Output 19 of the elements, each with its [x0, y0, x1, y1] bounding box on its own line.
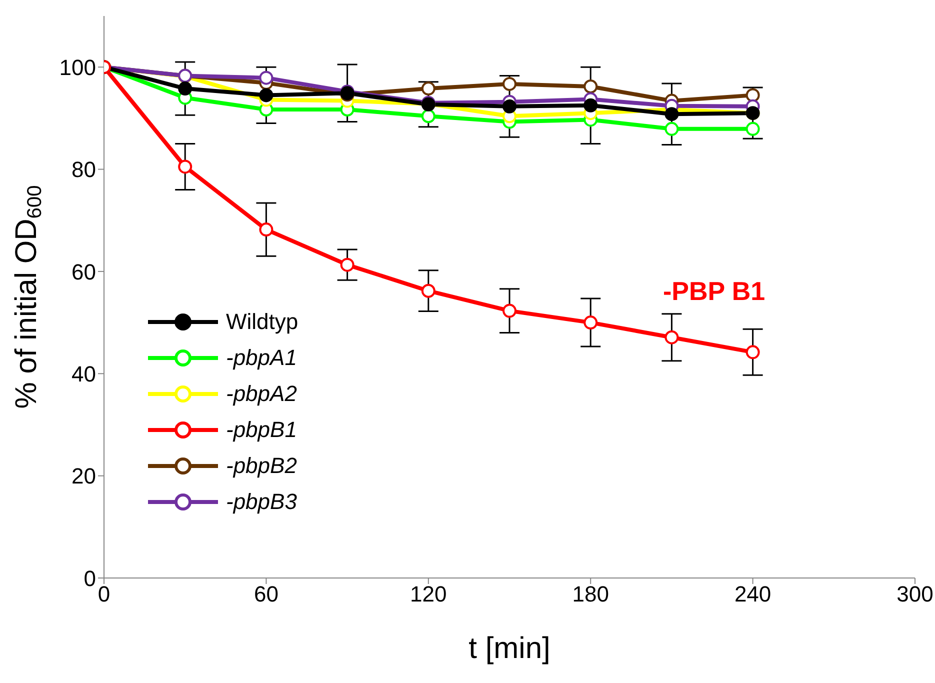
x-tick-label: 120: [410, 582, 447, 607]
x-axis-title: t [min]: [468, 632, 550, 665]
y-tick-label: 20: [72, 464, 96, 489]
y-tick-label: 40: [72, 361, 96, 386]
x-tick-label: 300: [896, 582, 934, 607]
legend-label: -pbpB2: [226, 453, 297, 479]
legend-label: Wildtyp: [226, 309, 298, 335]
legend-label: -pbpA1: [226, 345, 297, 371]
y-tick-label: 0: [84, 566, 96, 591]
x-tick-label: 180: [572, 582, 609, 607]
annotation: -PBP B1: [663, 276, 766, 307]
x-tick-label: 240: [734, 582, 772, 607]
legend-label: -pbpA2: [226, 381, 297, 407]
y-tick-label: 60: [72, 259, 96, 284]
y-tick-label: 80: [72, 157, 96, 182]
y-tick-label: 100: [59, 54, 96, 80]
x-tick-label: 60: [254, 582, 278, 607]
legend-label: -pbpB3: [226, 489, 297, 515]
legend-label: -pbpB1: [226, 417, 297, 443]
